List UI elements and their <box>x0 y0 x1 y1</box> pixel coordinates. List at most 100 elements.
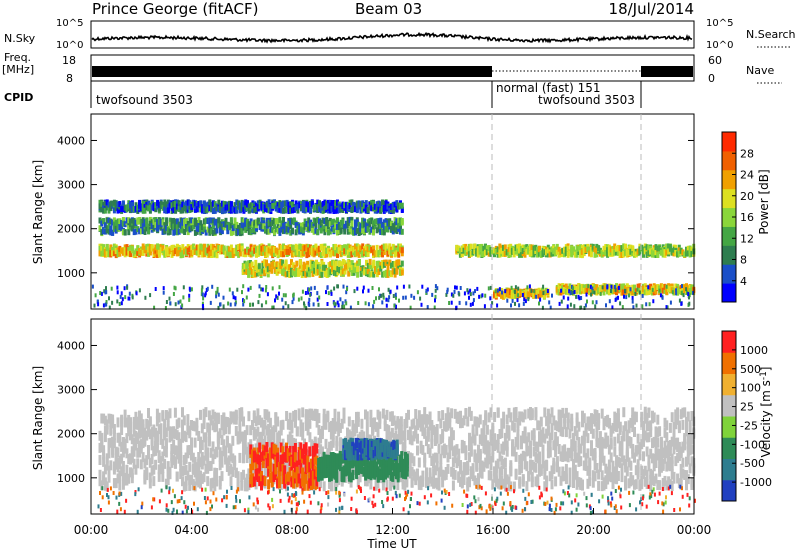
power-cell <box>201 288 203 292</box>
nsky-label: N.Sky <box>4 32 36 45</box>
power-cell <box>97 302 99 306</box>
power-cell <box>183 285 185 289</box>
power-cell <box>518 303 520 307</box>
range-tick-label: 2000 <box>57 223 85 236</box>
power-cell <box>530 289 532 293</box>
power-cell <box>236 288 238 292</box>
colorbar-tick-label: 12 <box>740 232 754 245</box>
velocity-cell <box>174 408 177 418</box>
power-cell <box>220 302 222 306</box>
power-cell <box>372 260 375 266</box>
power-cell <box>381 300 383 304</box>
power-cell <box>191 287 193 291</box>
power-cell <box>169 301 171 305</box>
power-cell <box>318 296 320 300</box>
power-cell <box>343 229 346 235</box>
power-cell <box>343 285 345 289</box>
power-cell <box>506 299 508 303</box>
velocity-cell <box>416 434 419 444</box>
power-cell <box>401 229 404 235</box>
power-cell <box>250 286 252 290</box>
power-cell <box>259 294 261 298</box>
power-cell <box>421 303 423 307</box>
power-cell <box>434 298 436 302</box>
velocity-cell <box>343 408 346 418</box>
power-cell <box>672 290 674 294</box>
power-cell <box>517 287 519 291</box>
power-cell <box>144 296 146 300</box>
power-cell <box>121 291 123 295</box>
velocity-cell <box>178 418 181 428</box>
velocity-cell <box>418 458 421 468</box>
power-cell <box>512 299 514 303</box>
power-cell <box>120 295 122 299</box>
power-cell <box>350 220 353 226</box>
power-cell <box>188 298 190 302</box>
freq-label-line2: [MHz] <box>2 63 34 76</box>
power-cell <box>327 302 329 306</box>
velocity-cell <box>429 468 432 478</box>
velocity-cell <box>357 412 360 422</box>
power-cell <box>375 296 377 300</box>
power-cell <box>634 292 636 296</box>
power-cell <box>523 302 525 306</box>
power-cell <box>417 290 419 294</box>
power-cell <box>688 302 690 306</box>
power-cell <box>559 302 561 306</box>
power-cell <box>560 289 562 293</box>
velocity-cell <box>152 476 155 486</box>
velocity-cell <box>186 414 189 424</box>
power-cell <box>401 261 404 267</box>
range-tick-label: 3000 <box>57 179 85 192</box>
power-cell <box>378 296 380 300</box>
power-cell <box>119 302 121 306</box>
power-cell <box>111 301 113 305</box>
velocity-cell <box>301 422 304 432</box>
power-cell <box>397 259 400 265</box>
power-cell <box>561 300 563 304</box>
power-cell <box>517 293 519 297</box>
power-cell <box>586 300 588 304</box>
velocity-cell <box>199 410 202 420</box>
power-cell <box>265 300 267 304</box>
power-cell <box>636 288 638 292</box>
velocity-cell <box>421 471 424 481</box>
power-cell <box>458 292 460 296</box>
velocity-cell <box>369 480 372 490</box>
power-cell <box>388 288 390 292</box>
power-cell <box>318 303 320 307</box>
nsky-trace <box>92 33 692 42</box>
power-cell <box>591 286 593 290</box>
power-cell <box>333 302 335 306</box>
power-cell <box>291 228 294 234</box>
power-cell <box>129 292 131 296</box>
power-cell <box>218 293 220 297</box>
velocity-cell <box>412 456 415 466</box>
power-cell <box>645 302 647 306</box>
velocity-cell <box>100 433 103 443</box>
power-cell <box>413 296 415 300</box>
power-cell <box>308 298 310 302</box>
power-cell <box>401 270 404 276</box>
power-cell <box>511 286 513 290</box>
power-colorbar-label: Power [dB] <box>757 169 771 234</box>
power-cell <box>380 294 382 298</box>
power-cell <box>101 292 103 296</box>
power-cell <box>243 299 245 303</box>
power-cell <box>175 286 177 290</box>
power-cell <box>510 303 512 307</box>
velocity-cell <box>163 419 166 429</box>
nsky-tick-top: 10^5 <box>56 18 83 29</box>
power-cell <box>302 290 304 294</box>
power-cell <box>452 294 454 298</box>
velocity-cell <box>308 419 311 429</box>
power-cell <box>368 289 370 293</box>
velocity-cell <box>169 408 172 418</box>
power-cell <box>448 301 450 305</box>
nave-tick-top: 60 <box>708 54 722 67</box>
cpid-label: CPID <box>4 91 33 104</box>
power-cell <box>257 300 259 304</box>
velocity-cell <box>183 415 186 425</box>
power-cell <box>299 259 302 265</box>
